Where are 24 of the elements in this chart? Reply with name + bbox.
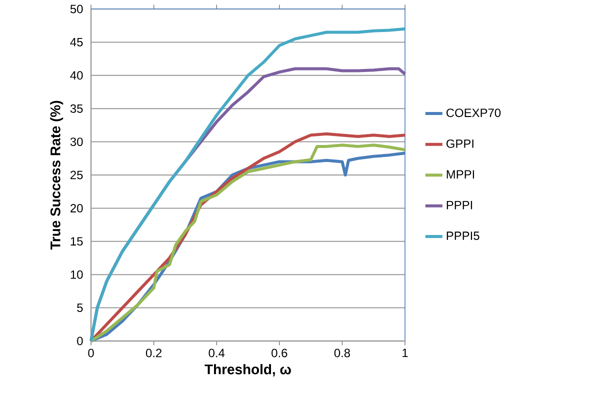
y-tick-label: 30	[70, 138, 83, 146]
legend-label: MPPI	[446, 170, 474, 178]
y-tick-label: 20	[70, 204, 83, 212]
x-tick-label: 0.4	[208, 348, 225, 358]
y-tick-label: 50	[70, 4, 83, 14]
y-tick-label: 40	[70, 71, 83, 80]
legend-label: GPPI	[446, 139, 474, 148]
x-tick-label: 1	[402, 348, 408, 357]
y-tick-label: 25	[70, 170, 83, 180]
y-tick-label: 5	[77, 304, 83, 312]
y-tick-label: 45	[70, 38, 83, 46]
legend-label: PPPI	[446, 200, 472, 210]
y-axis-title: True Success Rate (%)	[50, 100, 64, 250]
legend-label: COEXP70	[446, 108, 501, 118]
x-tick-label: 0.2	[146, 348, 162, 358]
y-tick-label: 10	[70, 270, 83, 279]
x-tick-label: 0	[88, 348, 94, 358]
y-tick-label: 15	[70, 237, 83, 246]
x-tick-label: 0.6	[272, 348, 288, 358]
y-tick-label: 0	[77, 336, 83, 346]
x-tick-label: 0.8	[334, 348, 350, 358]
x-axis-title: Threshold, ω	[204, 364, 291, 376]
legend-label: PPPI5	[446, 232, 480, 240]
y-tick-label: 35	[70, 104, 83, 113]
